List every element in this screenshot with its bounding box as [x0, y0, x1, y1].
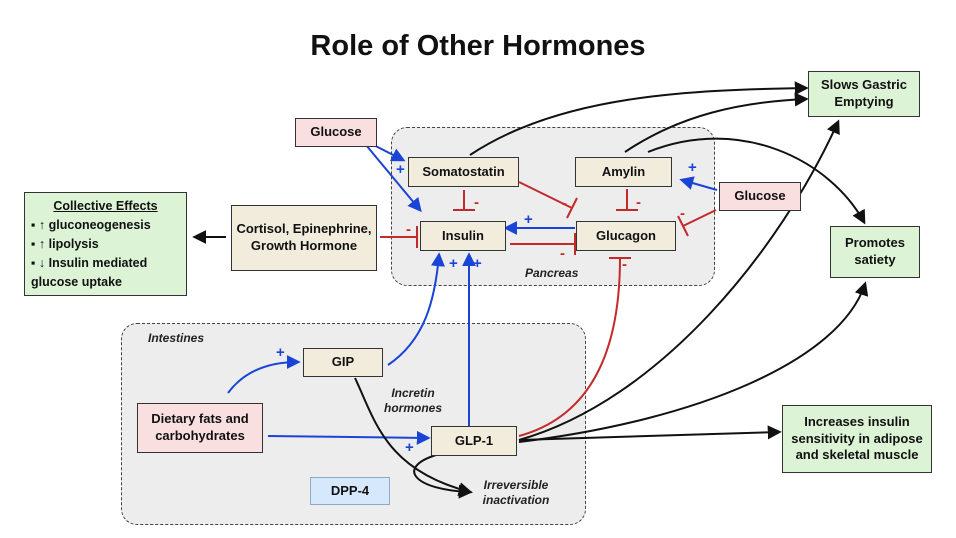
incretin-annotation: Incretin hormones	[383, 386, 442, 415]
arrow-somatostatin-to-gastric	[469, 81, 809, 156]
minus-sign: -	[406, 221, 411, 238]
plus-sign: +	[449, 255, 458, 272]
collective-effects-box: Collective Effects ▪ ↑ gluconeogenesis ▪…	[24, 192, 187, 296]
glucagon-node: Glucagon	[576, 221, 676, 251]
gip-node: GIP	[303, 348, 383, 377]
minus-sign: -	[622, 256, 627, 273]
satiety-node: Promotes satiety	[830, 226, 920, 278]
plus-sign: +	[473, 255, 482, 272]
intestines-label: Intestines	[148, 331, 205, 345]
somatostatin-node: Somatostatin	[408, 157, 519, 187]
minus-sign: -	[560, 245, 565, 262]
plus-sign: +	[688, 159, 697, 176]
glucose-node-top: Glucose	[295, 118, 377, 147]
arrow-glp1-to-satiety	[518, 281, 869, 443]
glucose-node-right: Glucose	[719, 182, 801, 211]
inhibit-somatostatin-insulin	[453, 190, 475, 211]
arrow-glp1-to-sensitivity	[518, 425, 782, 441]
plus-sign: +	[276, 344, 285, 361]
arrow-dietary-to-glp1	[267, 430, 431, 445]
dpp4-node: DPP-4	[310, 477, 390, 505]
amylin-node: Amylin	[575, 157, 672, 187]
arrow-glucose-to-insulin	[365, 144, 422, 213]
inhibit-glucose-glucagon	[677, 209, 717, 237]
minus-sign: -	[636, 194, 641, 211]
inhibit-somatostatin-glucagon	[518, 181, 578, 219]
collective-effects-heading: Collective Effects	[53, 199, 158, 213]
dietary-node: Dietary fats and carbohydrates	[137, 403, 263, 453]
arrow-glp1-to-gastric	[518, 119, 840, 441]
arrow-amylin-to-gastric	[624, 92, 809, 153]
cortisol-node: Cortisol, Epinephrine, Growth Hormone	[231, 205, 377, 271]
inactivation-annotation: Irreversible inactivation	[482, 478, 550, 507]
inhibit-cortisol-insulin	[380, 226, 418, 248]
plus-sign: +	[396, 161, 405, 178]
arrow-glp1-to-inactivation	[413, 454, 473, 499]
inhibit-amylin-glucagon	[616, 189, 638, 211]
effect-gluconeogenesis: ▪ ↑ gluconeogenesis	[31, 218, 151, 232]
page-title: Role of Other Hormones	[310, 30, 646, 62]
pancreas-region	[391, 127, 715, 286]
glp1-node: GLP-1	[431, 426, 517, 456]
effect-lipolysis: ▪ ↑ lipolysis	[31, 237, 99, 251]
inhibit-glp1-glucagon	[518, 257, 631, 437]
plus-sign: +	[524, 211, 533, 228]
arrow-glucose-to-amylin	[679, 176, 718, 191]
arrow-amylin-to-satiety	[647, 137, 866, 225]
minus-sign: -	[474, 194, 479, 211]
minus-sign: -	[562, 195, 567, 212]
arrow-dietary-to-gip	[227, 355, 301, 394]
effect-glucose-uptake: ▪ ↓ Insulin mediated glucose uptake	[31, 256, 148, 289]
sensitivity-node: Increases insulin sensitivity in adipose…	[782, 405, 932, 473]
arrow-gip-to-inactivation	[354, 377, 473, 496]
slows-gastric-node: Slows Gastric Emptying	[808, 71, 920, 117]
arrow-gip-to-insulin	[387, 252, 445, 366]
plus-sign: +	[405, 439, 414, 456]
insulin-node: Insulin	[420, 221, 506, 251]
minus-sign: -	[680, 205, 685, 222]
pancreas-label: Pancreas	[525, 266, 579, 280]
inhibit-insulin-glucagon	[510, 233, 576, 255]
